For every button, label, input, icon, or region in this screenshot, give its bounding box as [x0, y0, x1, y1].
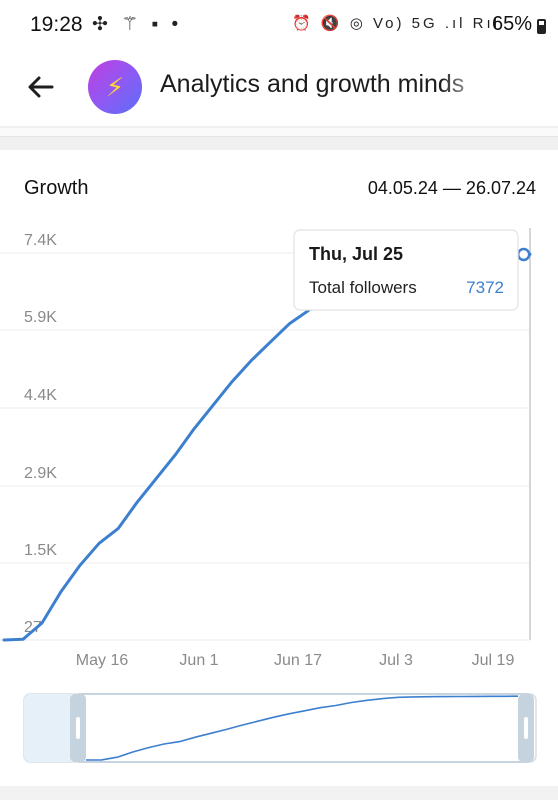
system-status-icons: ⏰ 🔇 ◎ Vo) 5G .ıl Rıl [292, 15, 500, 32]
y-tick-label: 2.9K [24, 465, 57, 482]
y-tick-label: 27 [24, 619, 42, 636]
chart-tooltip: Thu, Jul 25 Total followers 7372 [293, 229, 519, 311]
app-header: ⚡ Analytics and growth minds [0, 52, 558, 126]
x-tick-label: Jul 3 [379, 652, 413, 669]
card-title: Growth [24, 177, 89, 199]
tooltip-date: Thu, Jul 25 [309, 244, 403, 264]
navigator-dimmed-region [24, 694, 80, 762]
date-range[interactable]: 04.05.24 — 26.07.24 [367, 178, 536, 198]
y-tick-label: 5.9K [24, 309, 57, 326]
x-tick-label: Jul 19 [472, 652, 515, 669]
y-tick-label: 4.4K [24, 387, 57, 404]
battery-percentage: 65% [491, 13, 532, 35]
x-tick-label: Jun 17 [274, 652, 322, 669]
navigator-series-line [85, 695, 518, 761]
status-time: 19:28 [30, 13, 83, 36]
series-line-total-followers [2, 252, 532, 642]
section-divider [0, 128, 558, 137]
tooltip-value: 7372 [466, 278, 504, 297]
tooltip-series-label: Total followers [309, 278, 417, 297]
range-navigator[interactable] [23, 693, 537, 763]
y-tick-label: 1.5K [24, 542, 57, 559]
page-title: Analytics and growth minds [160, 70, 465, 98]
selected-point-marker [516, 247, 531, 262]
back-arrow-icon[interactable] [24, 70, 58, 104]
status-bar: 19:28 ✣ ⚚ ▪ • ⏰ 🔇 ◎ Vo) 5G .ıl Rıl 65% [0, 0, 558, 52]
notification-icons: ✣ ⚚ ▪ • [92, 14, 183, 35]
lightning-icon: ⚡ [105, 71, 125, 102]
channel-avatar[interactable]: ⚡ [88, 60, 142, 114]
x-tick-label: Jun 1 [179, 652, 218, 669]
bottom-area [0, 786, 558, 800]
x-tick-label: May 16 [76, 652, 129, 669]
battery-icon [537, 19, 546, 34]
y-tick-label: 7.4K [24, 232, 57, 249]
